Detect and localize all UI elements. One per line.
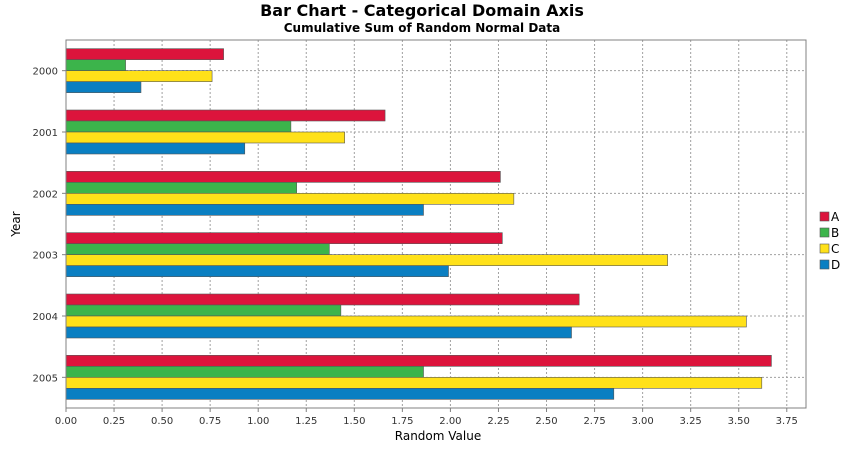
- x-tick-label: 1.50: [343, 416, 365, 427]
- x-tick-label: 1.00: [247, 416, 269, 427]
- bar-c-2005: [65, 377, 763, 389]
- bar-a-2005: [65, 355, 772, 367]
- chart-title: Bar Chart - Categorical Domain Axis: [260, 1, 584, 20]
- y-tick-label: 2005: [33, 373, 58, 384]
- bar-c-2004: [65, 315, 747, 328]
- x-tick-label: 0.00: [55, 416, 77, 427]
- bar-b-2001: [65, 120, 292, 133]
- legend-swatch-a: [819, 211, 830, 222]
- legend-label-b: B: [831, 226, 839, 240]
- x-tick-label: 2.00: [439, 416, 461, 427]
- bar-b-2003: [65, 243, 330, 255]
- x-tick-label: 0.75: [199, 416, 221, 427]
- x-tick-label: 3.00: [631, 416, 653, 427]
- legend-swatch-d: [819, 259, 830, 270]
- bar-d-2004: [65, 326, 572, 339]
- x-tick-label: 3.75: [776, 416, 798, 427]
- bar-b-2005: [65, 366, 424, 378]
- bar-b-2002: [65, 182, 297, 194]
- x-tick-label: 0.50: [151, 416, 173, 427]
- plot-area: 0.00 0.25 0.50 0.75 1.00 1.25 1.50 1.75 2.00 2.25…: [33, 39, 807, 427]
- bar-a-2001: [65, 109, 386, 122]
- legend-label-c: C: [831, 242, 839, 256]
- bar-c-2002: [65, 193, 515, 205]
- bar-a-2002: [65, 171, 501, 183]
- bar-a-2003: [65, 232, 503, 244]
- y-tick-label: 2004: [33, 312, 58, 323]
- y-tick-label: 2000: [33, 67, 58, 78]
- x-tick-label: 2.25: [487, 416, 509, 427]
- x-tick-label: 1.75: [391, 416, 413, 427]
- y-tick-label: 2003: [33, 251, 58, 262]
- x-tick-label: 3.50: [728, 416, 750, 427]
- chart-subtitle: Cumulative Sum of Random Normal Data: [284, 21, 561, 35]
- x-axis-label: Random Value: [395, 429, 481, 443]
- x-tick-label: 1.25: [295, 416, 317, 427]
- x-tick-label: 2.50: [535, 416, 557, 427]
- y-axis-label: Year: [9, 211, 23, 237]
- y-tick-label: 2002: [33, 189, 58, 200]
- bar-b-2004: [65, 304, 342, 317]
- plot-border: [65, 39, 807, 409]
- bar-c-2001: [65, 131, 346, 144]
- x-tick-label: 3.25: [680, 416, 702, 427]
- y-tick-label: 2001: [33, 128, 58, 139]
- bar-d-2005: [65, 388, 615, 400]
- plot-background: [65, 39, 807, 409]
- bar-a-2004: [65, 293, 580, 306]
- x-tick-label: 2.75: [583, 416, 605, 427]
- x-tick-label: 0.25: [103, 416, 125, 427]
- legend-label-d: D: [831, 258, 840, 272]
- bar-b-2000: [65, 59, 126, 71]
- legend-label-a: A: [831, 210, 840, 224]
- legend-swatch-c: [819, 243, 830, 254]
- bar-d-2002: [65, 204, 424, 216]
- bar-d-2000: [65, 81, 142, 93]
- bar-d-2001: [65, 142, 246, 155]
- bar-d-2003: [65, 265, 449, 277]
- bar-a-2000: [65, 48, 224, 60]
- legend-swatch-b: [819, 227, 830, 238]
- bar-c-2003: [65, 254, 668, 266]
- bar-c-2000: [65, 70, 213, 82]
